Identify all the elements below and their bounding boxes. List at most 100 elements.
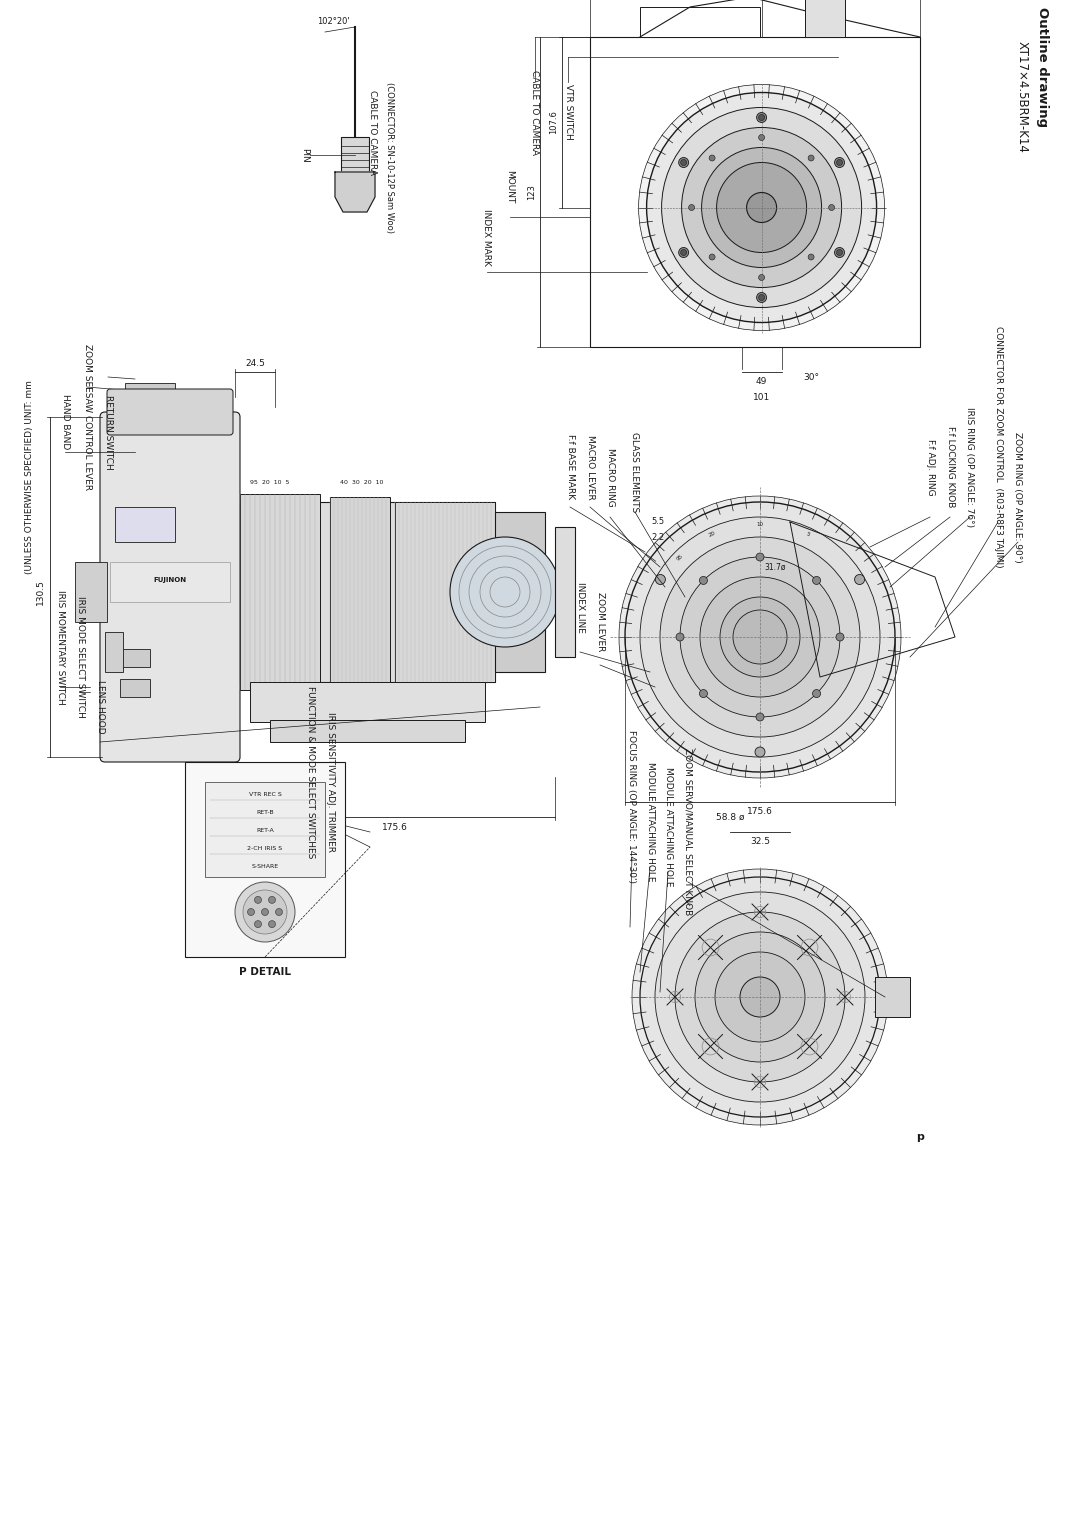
Circle shape (681, 127, 841, 287)
Text: 175.6: 175.6 (382, 823, 408, 832)
Bar (395, 502, 495, 683)
Text: 5.5: 5.5 (651, 518, 664, 527)
Text: 107.6: 107.6 (550, 110, 558, 134)
Bar (105, 632, 123, 672)
Circle shape (261, 909, 269, 916)
Text: (CONNECTOR: SN-10-12P Sam Woo): (CONNECTOR: SN-10-12P Sam Woo) (386, 81, 394, 232)
Circle shape (812, 690, 821, 698)
Bar (205, 782, 325, 876)
Text: IRIS RING (OP ANGLE: 76°): IRIS RING (OP ANGLE: 76°) (966, 406, 974, 527)
Circle shape (756, 553, 764, 560)
Bar (114, 507, 175, 542)
Bar (125, 383, 175, 395)
Text: 58.8 ø: 58.8 ø (716, 812, 744, 822)
Text: VTR SWITCH: VTR SWITCH (564, 84, 572, 140)
Circle shape (808, 156, 814, 160)
Polygon shape (789, 522, 955, 676)
Circle shape (675, 912, 845, 1083)
Text: 95: 95 (676, 553, 685, 562)
Text: ZOOM LEVER: ZOOM LEVER (595, 592, 605, 652)
Text: VTR REC S: VTR REC S (248, 791, 282, 797)
Circle shape (619, 496, 901, 777)
Text: 2-CH IRIS S: 2-CH IRIS S (247, 846, 283, 851)
Circle shape (812, 576, 821, 585)
Circle shape (269, 921, 275, 927)
Text: 95  20  10  5: 95 20 10 5 (249, 479, 289, 484)
Text: IRIS SENSITIVITY ADJ. TRIMMER: IRIS SENSITIVITY ADJ. TRIMMER (325, 712, 335, 852)
Circle shape (625, 502, 895, 773)
Circle shape (255, 896, 261, 904)
Circle shape (700, 690, 707, 698)
Text: PIN: PIN (300, 148, 310, 162)
Circle shape (854, 574, 865, 585)
Bar (249, 683, 485, 722)
Text: 31.7ø: 31.7ø (765, 562, 786, 571)
Text: FUJINON: FUJINON (153, 577, 187, 583)
Text: ZOOM RING (OP ANGLE: 90°): ZOOM RING (OP ANGLE: 90°) (1013, 432, 1023, 562)
Text: 130.5: 130.5 (36, 579, 44, 605)
Circle shape (676, 634, 684, 641)
Text: MODULE ATTACHING HOLE: MODULE ATTACHING HOLE (646, 762, 654, 881)
Circle shape (717, 162, 807, 252)
Text: 2.2: 2.2 (651, 533, 664, 542)
Circle shape (678, 157, 689, 168)
Text: P DETAIL: P DETAIL (239, 967, 291, 977)
Circle shape (837, 159, 842, 165)
Text: Outline drawing: Outline drawing (1036, 8, 1049, 127)
Circle shape (835, 157, 845, 168)
Text: HAND BAND: HAND BAND (60, 394, 69, 449)
Circle shape (740, 977, 780, 1017)
Text: 20: 20 (708, 531, 716, 539)
Text: 102°20': 102°20' (318, 17, 350, 26)
Circle shape (247, 909, 255, 916)
Bar (120, 680, 150, 696)
Text: CABLE TO CAMERA: CABLE TO CAMERA (368, 90, 378, 174)
Circle shape (275, 909, 283, 916)
Text: 30°: 30° (804, 373, 820, 382)
Text: CABLE TO CAMERA: CABLE TO CAMERA (530, 70, 540, 154)
Circle shape (235, 883, 295, 942)
Text: ZOOM SEESAW CONTROL LEVER: ZOOM SEESAW CONTROL LEVER (82, 344, 92, 490)
Text: XT17×4.5BRM-K14: XT17×4.5BRM-K14 (1015, 41, 1028, 153)
Text: 40  30  20  10: 40 30 20 10 (340, 479, 383, 484)
Circle shape (632, 869, 888, 1125)
Circle shape (700, 577, 820, 696)
Bar (240, 502, 495, 683)
Text: FOCUS RING (OP ANGLE: 144°30'): FOCUS RING (OP ANGLE: 144°30') (627, 730, 636, 884)
Circle shape (757, 293, 767, 302)
Circle shape (689, 205, 694, 211)
Circle shape (828, 205, 835, 211)
Circle shape (757, 113, 767, 122)
Text: F.f LOCKING KNOB: F.f LOCKING KNOB (945, 426, 955, 507)
Circle shape (680, 249, 687, 255)
Text: 32.5: 32.5 (750, 837, 770, 846)
Circle shape (700, 576, 707, 585)
Circle shape (696, 931, 825, 1061)
Circle shape (656, 574, 665, 585)
Text: 10: 10 (756, 522, 764, 527)
Bar (341, 137, 369, 173)
Circle shape (660, 538, 860, 738)
Text: RET-A: RET-A (256, 828, 274, 832)
Circle shape (640, 518, 880, 757)
Bar (270, 721, 465, 742)
Bar (640, 8, 760, 37)
Circle shape (755, 747, 765, 757)
Circle shape (835, 247, 845, 258)
Text: 5: 5 (805, 531, 810, 538)
Text: F.f BASE MARK: F.f BASE MARK (566, 435, 575, 499)
Polygon shape (335, 173, 375, 212)
Bar (875, 977, 910, 1017)
Bar (590, 37, 920, 347)
Circle shape (720, 597, 800, 676)
Text: MACRO RING: MACRO RING (606, 447, 615, 507)
Circle shape (640, 876, 880, 1116)
Text: INDEX LINE: INDEX LINE (576, 582, 584, 632)
Text: F.f ADJ. RING: F.f ADJ. RING (926, 438, 934, 495)
Circle shape (638, 84, 885, 330)
Circle shape (255, 921, 261, 927)
Circle shape (758, 275, 765, 281)
Circle shape (758, 115, 765, 121)
Circle shape (715, 951, 805, 1041)
Circle shape (837, 249, 842, 255)
